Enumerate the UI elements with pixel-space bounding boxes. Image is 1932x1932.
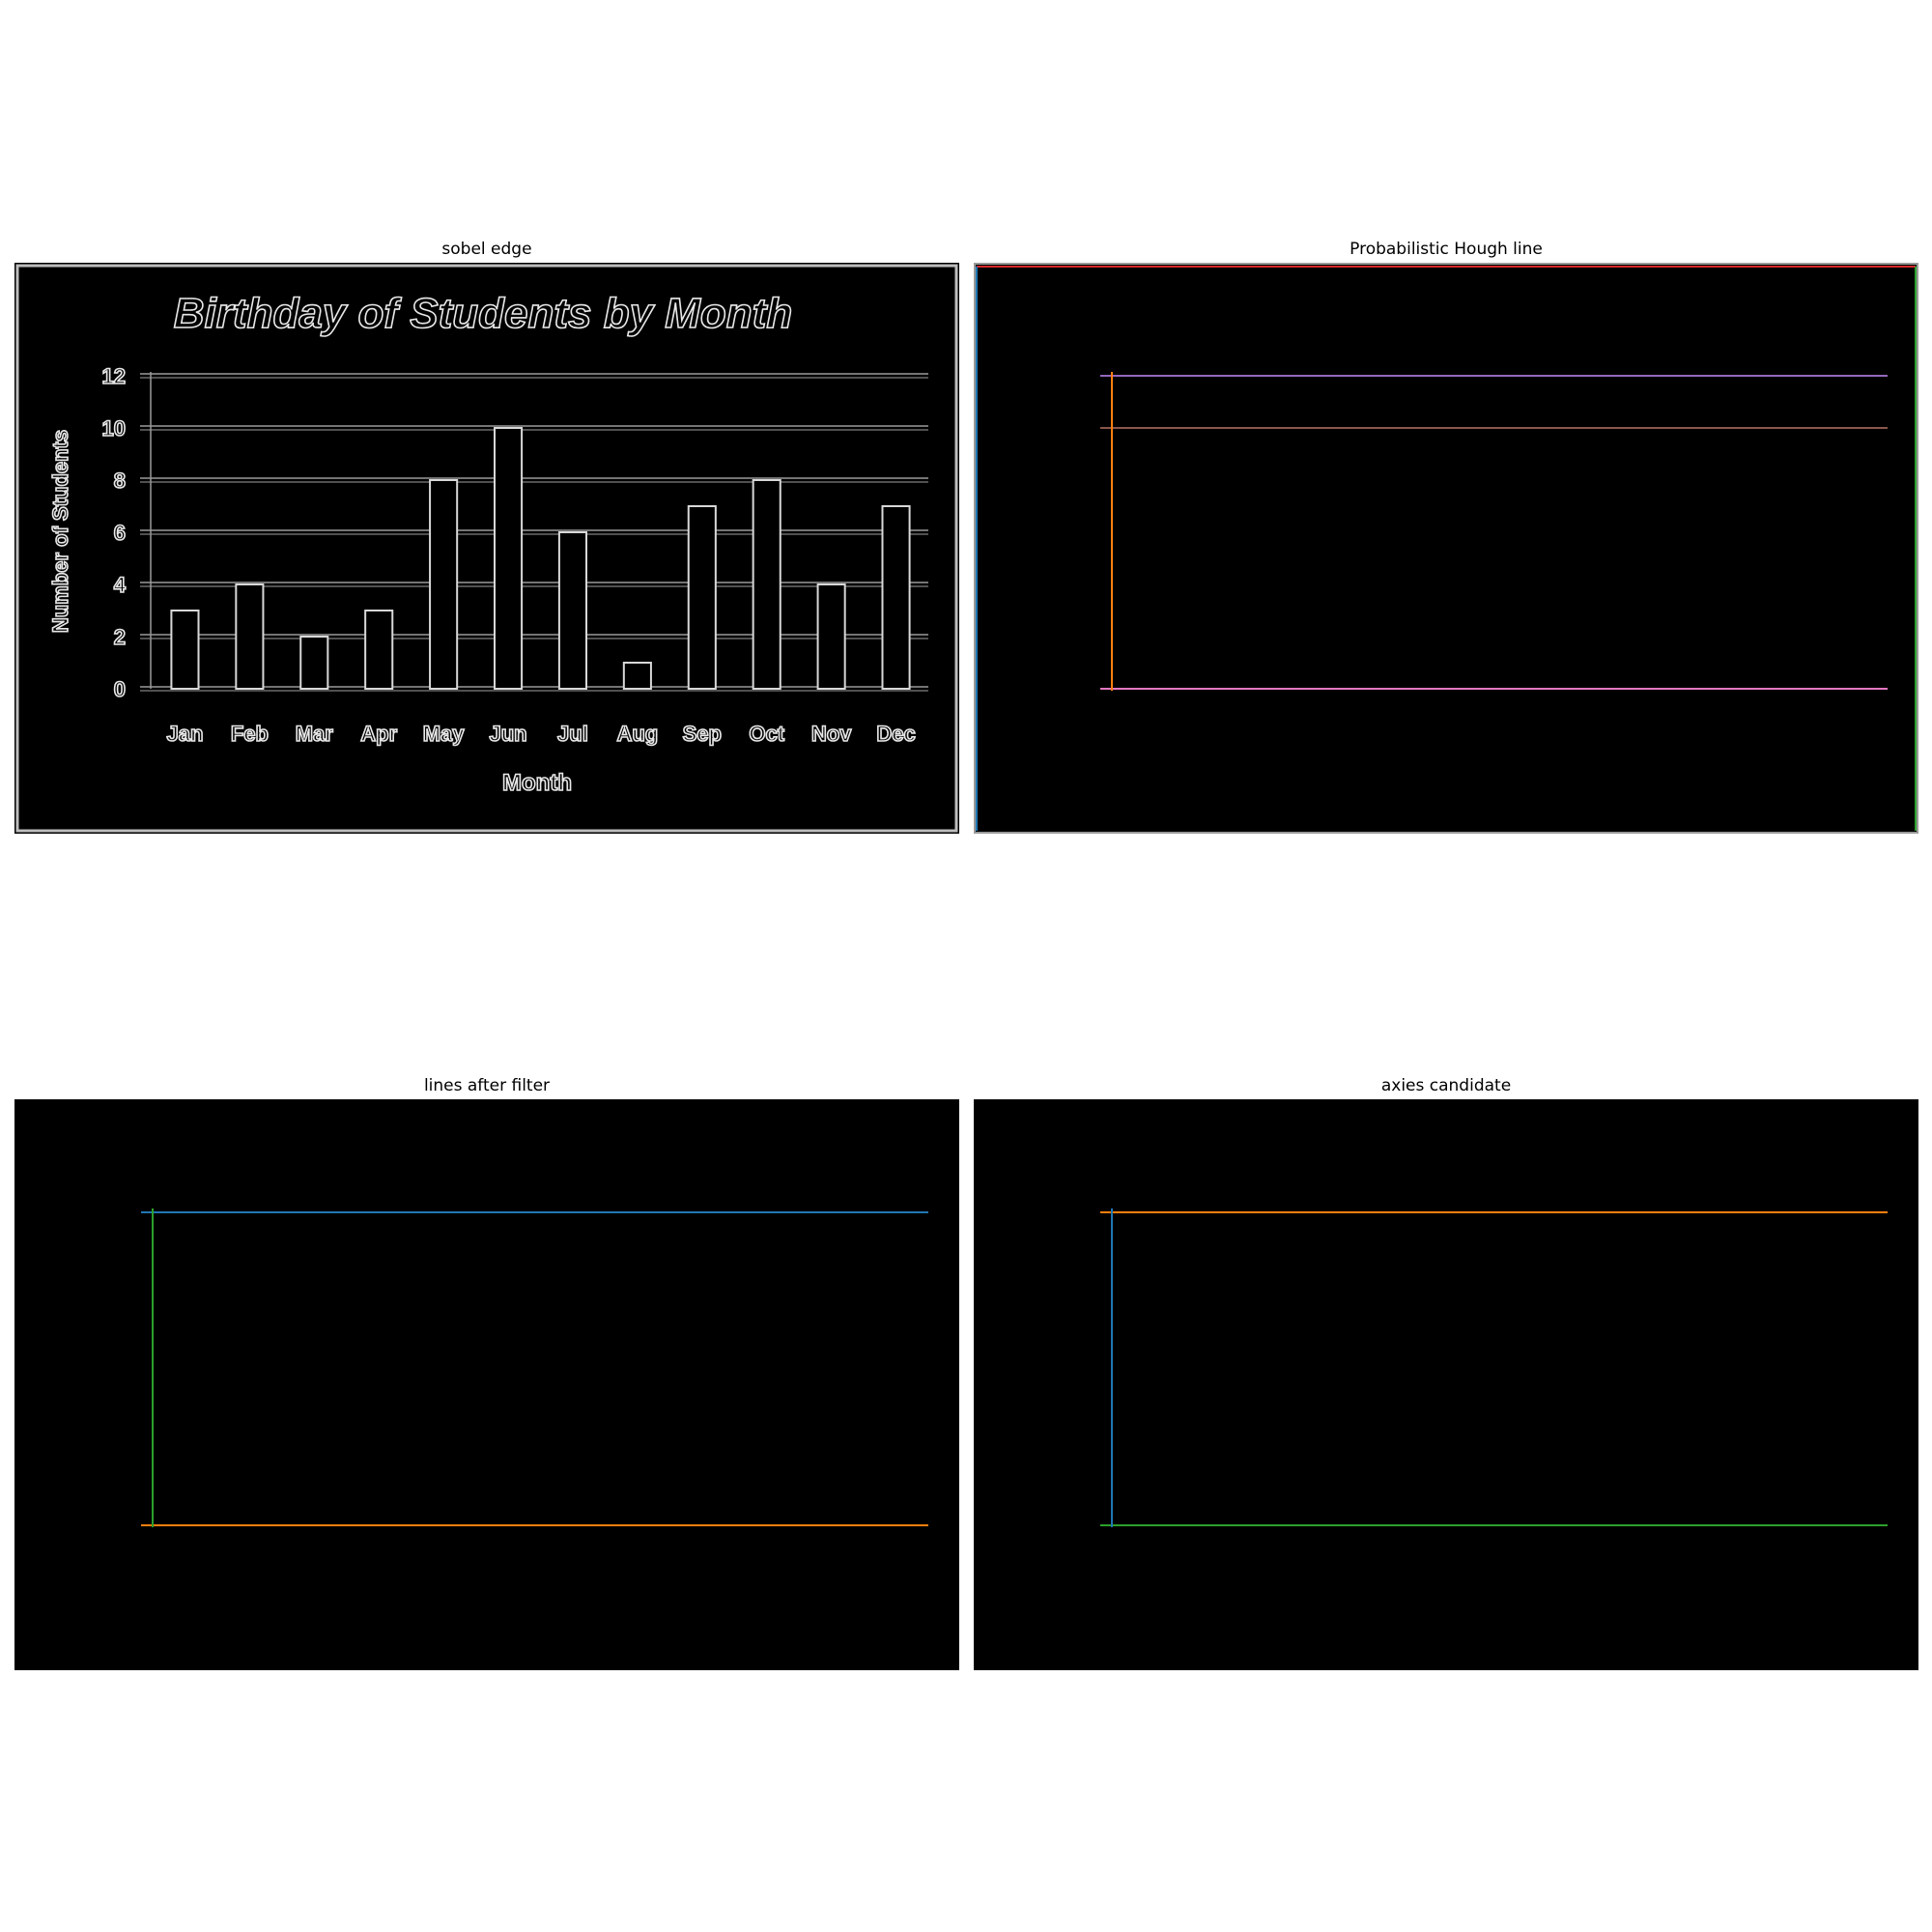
bar-jun [493,427,524,690]
x-tick-label: Jul [557,722,588,746]
bar-apr [364,610,394,690]
panel-title-sobel: sobel edge [441,240,532,259]
panel-title-axes: axies candidate [1380,1076,1512,1095]
chart-frame [15,264,958,833]
x-tick-label: Mar [296,722,334,746]
gridline-6 [140,529,928,535]
bar-mar [299,636,329,690]
x-tick-label: May [423,722,466,746]
y-axis-label: Number of Students [48,430,72,633]
x-tick-label: Dec [876,722,915,746]
y-tick-label: 2 [114,625,126,649]
panel-title-hough: Probabilistic Hough line [1350,240,1543,259]
hough-line-image [974,263,1918,834]
gridline-0 [140,686,928,692]
axes-candidate-panel [974,1099,1918,1670]
x-tick-label: Apr [360,722,397,746]
gridline-10 [140,425,928,431]
bar-oct [752,479,781,690]
y-tick-label: 6 [114,521,126,545]
x-tick-label: Jun [489,722,526,746]
x-tick-label: Sep [683,722,722,746]
sobel-edge-panel: Birthday of Students by Month Number of … [14,263,959,834]
y-tick-label: 0 [114,677,126,701]
x-tick-label: Jan [166,722,203,746]
hough-line-panel [974,263,1918,834]
x-tick-label: Feb [231,722,269,746]
bar-jan [170,610,200,690]
x-tick-label: Nov [811,722,852,746]
bar-may [429,479,459,690]
y-tick-label: 8 [114,469,126,493]
gridline-8 [140,477,928,483]
axes-candidate-image [1100,1208,1888,1527]
bar-aug [622,662,652,690]
chart-title: Birthday of Students by Month [174,290,792,337]
gridline-12 [140,373,928,379]
bar-feb [235,583,265,690]
y-tick-label: 4 [114,573,127,597]
panel-title-filter: lines after filter [423,1076,551,1095]
y-tick-label: 10 [102,416,126,440]
sobel-edge-image: Birthday of Students by Month Number of … [15,264,958,833]
bar-nov [816,583,846,690]
x-tick-label: Oct [749,722,784,746]
x-tick-label: Aug [616,722,658,746]
gridline-2 [140,634,928,639]
bar-dec [881,505,911,690]
bar-sep [687,505,717,690]
x-axis-label: Month [502,770,572,796]
image-border [974,263,1918,834]
gridline-4 [140,582,928,587]
lines-after-filter-panel [14,1099,959,1670]
filtered-lines-image [141,1208,928,1527]
y-tick-label: 12 [102,364,126,388]
bar-jul [557,531,588,690]
